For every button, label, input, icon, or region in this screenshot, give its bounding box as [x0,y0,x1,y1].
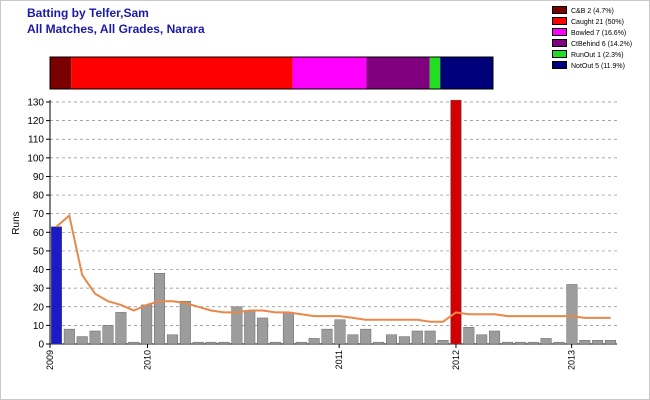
bar-innings [282,312,294,345]
bar-innings [270,341,281,345]
dismissal-segment [366,57,430,89]
bar-innings [115,312,127,345]
y-tick-label: 50 [33,246,45,257]
bar-innings [501,341,513,345]
legend-swatch [552,39,567,48]
y-axis-label: Runs [11,211,22,234]
legend-swatch [552,61,567,70]
legend-item: NotOut 5 (11.9%) [552,61,648,72]
legend-item: C&B 2 (4.7%) [552,6,648,17]
bar-innings [360,328,372,345]
x-tick-label: 2012 [451,350,461,370]
y-tick-label: 80 [33,191,45,202]
y-tick-label: 40 [33,265,45,276]
bar-innings [308,338,320,345]
y-tick-label: 10 [33,321,45,332]
y-tick-label: 0 [38,340,44,351]
legend-label: CtBehind 6 (14.2%) [571,41,633,48]
bar-innings [540,338,552,345]
y-tick-label: 110 [28,135,44,146]
bar-innings [179,300,191,345]
bar-innings [566,284,578,345]
bar-innings [386,334,397,345]
legend-swatch [552,17,567,26]
bar-innings [102,325,114,345]
legend-label: RunOut 1 (2.3%) [571,52,624,59]
legend-item: Bowled 7 (16.6%) [552,28,648,39]
dismissal-segment [292,57,367,89]
bar-innings [476,334,488,345]
bar-innings [579,340,591,345]
bar-innings [76,336,88,345]
bar-innings [334,319,346,345]
bar-innings [192,341,204,345]
average-line [55,213,611,323]
bar-innings [89,330,101,345]
y-tick-label: 30 [33,284,45,295]
y-tick-label: 60 [33,228,45,239]
legend-swatch [552,50,567,59]
bar-innings [398,336,410,345]
legend: C&B 2 (4.7%) Caught 21 (50%) Bowled 7 (16.… [552,6,648,72]
bar-innings [141,304,153,345]
bar-innings [527,341,539,345]
dismissal-strip-border [49,56,494,90]
bar-innings [463,327,475,345]
x-tick-label: 2010 [143,350,153,370]
dismissal-segment [440,57,493,89]
bar-innings [437,340,449,345]
dismissal-segment [429,57,441,89]
bar-innings [257,317,269,345]
y-tick-label: 120 [27,116,44,127]
bar-innings [295,341,307,345]
bar-innings [154,273,166,345]
bar-innings [553,341,565,345]
y-tick-label: 100 [27,153,44,164]
y-tick-label: 130 [27,98,44,109]
x-tick-label: 2009 [45,350,55,370]
bar-innings [128,341,140,345]
legend-label: C&B 2 (4.7%) [571,8,614,15]
bar-innings [514,341,526,345]
x-tick-label: 2011 [334,350,344,369]
legend-label: NotOut 5 (11.9%) [571,63,625,70]
y-tick-label: 70 [33,209,45,220]
bar-innings [605,340,617,345]
bar-innings [424,330,436,345]
legend-item: Caught 21 (50%) [552,17,648,28]
bar-innings [489,330,501,345]
bar-innings [373,341,385,345]
dismissal-segment [71,57,293,89]
x-tick-label: 2013 [567,350,577,370]
bar-innings [244,310,256,345]
bar-innings [50,226,62,345]
bar-innings [347,334,359,345]
bar-innings [411,330,423,345]
bar-innings [205,341,217,345]
bar-innings [450,99,462,345]
dismissal-segment [50,57,72,89]
y-tick-label: 20 [33,302,45,313]
bar-innings [231,306,243,345]
legend-swatch [552,6,567,15]
chart-subtitle: All Matches, All Grades, Narara [27,22,205,36]
y-tick-label: 90 [33,172,45,183]
chart-title: Batting by Telfer,Sam [27,6,149,20]
legend-label: Bowled 7 (16.6%) [571,30,627,37]
bar-innings [63,328,75,345]
bar-innings [321,328,333,345]
bar-innings [592,340,604,345]
legend-swatch [552,28,567,37]
bar-innings [166,334,178,345]
legend-item: CtBehind 6 (14.2%) [552,39,648,50]
bar-innings [218,341,230,345]
legend-item: RunOut 1 (2.3%) [552,50,648,61]
legend-label: Caught 21 (50%) [571,19,624,26]
